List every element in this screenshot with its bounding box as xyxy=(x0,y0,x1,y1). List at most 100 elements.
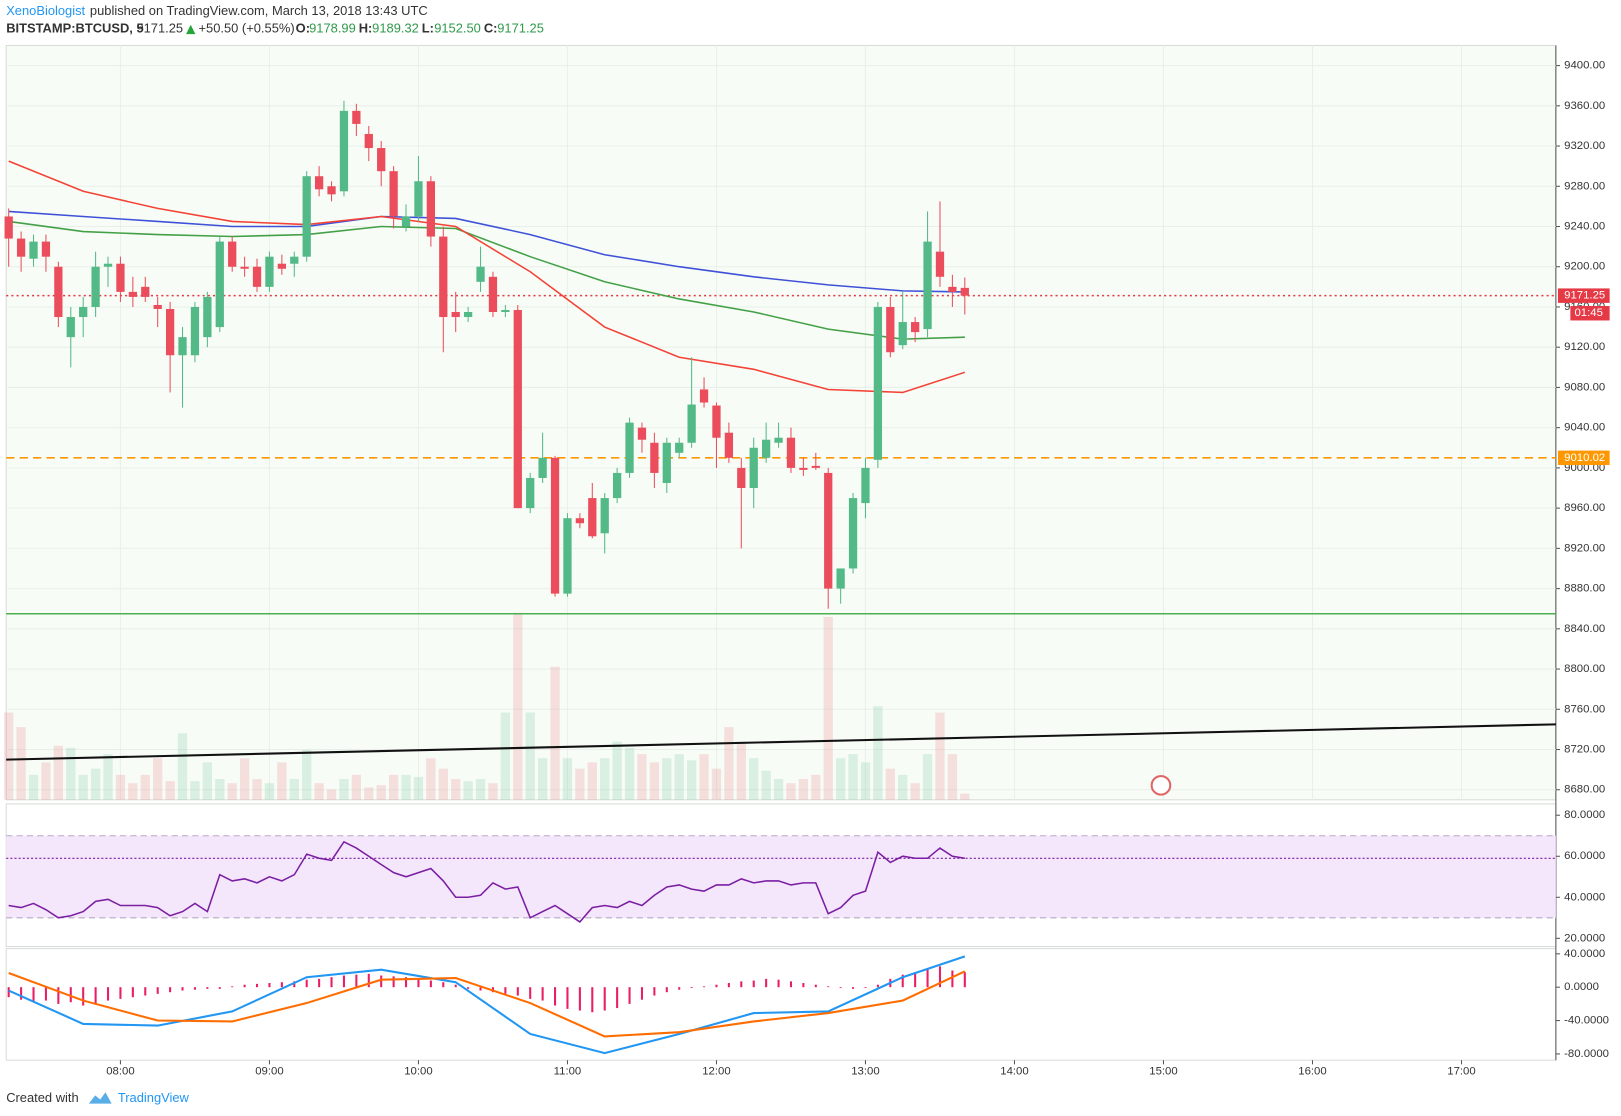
candle-body xyxy=(401,216,411,227)
macd-histogram xyxy=(342,975,345,988)
volume-bar xyxy=(463,781,473,800)
volume-bar xyxy=(364,787,374,800)
candle-body xyxy=(451,311,460,318)
candle-body xyxy=(463,311,473,318)
y-tick-label: 9080.00 xyxy=(1564,381,1605,393)
macd-histogram xyxy=(864,987,867,989)
macd-histogram xyxy=(852,987,855,989)
x-tick-label: 16:00 xyxy=(1298,1066,1326,1078)
volume-bar xyxy=(885,768,895,800)
candle-body xyxy=(352,110,361,124)
macd-histogram xyxy=(554,987,557,1006)
event-flag[interactable] xyxy=(1150,775,1172,796)
macd-histogram xyxy=(529,987,532,999)
rsi-band xyxy=(6,835,1556,918)
macd-histogram xyxy=(901,974,904,988)
macd-histogram xyxy=(243,984,246,988)
macd-histogram xyxy=(839,987,842,989)
candle-body xyxy=(898,322,907,346)
macd-histogram xyxy=(119,987,122,999)
y-tick-label: 9200.00 xyxy=(1564,261,1605,273)
macd-histogram xyxy=(218,987,221,989)
y-tick-label: 9240.00 xyxy=(1564,221,1605,233)
candle-body xyxy=(327,186,336,195)
volume-bar xyxy=(873,706,883,800)
volume-bar xyxy=(786,783,796,800)
candle-body xyxy=(103,263,113,267)
countdown-tag xyxy=(1570,305,1610,321)
volume-bar xyxy=(749,758,759,800)
y-tick-label: 20.0000 xyxy=(1564,932,1605,944)
x-tick-label: 09:00 xyxy=(255,1066,283,1078)
macd-histogram xyxy=(541,987,544,1001)
candle-body xyxy=(501,309,510,312)
macd-histogram xyxy=(231,986,234,988)
candle-body xyxy=(699,389,709,403)
volume-bar xyxy=(500,712,511,800)
volume-bar xyxy=(550,666,560,800)
brand[interactable]: TradingView xyxy=(118,1090,190,1105)
volume-bar xyxy=(637,754,647,800)
candle-body xyxy=(799,467,808,470)
price-tag xyxy=(1557,450,1610,466)
volume-bar xyxy=(413,776,424,800)
macd-histogram xyxy=(616,987,619,1009)
volume-bar xyxy=(66,747,76,800)
volume-bar xyxy=(153,758,163,800)
y-tick-label: 80.0000 xyxy=(1564,809,1605,821)
volume-bar xyxy=(215,779,225,800)
macd-histogram xyxy=(665,987,668,993)
macd-histogram xyxy=(429,980,432,988)
volume-bar xyxy=(835,758,846,800)
candle-body xyxy=(339,110,349,192)
macd-histogram xyxy=(653,987,656,996)
candle-body xyxy=(141,286,150,297)
volume-bar xyxy=(177,733,188,800)
x-tick-label: 12:00 xyxy=(702,1066,730,1078)
y-tick-label: 8680.00 xyxy=(1564,784,1605,796)
macd-histogram xyxy=(789,981,793,988)
macd-histogram xyxy=(777,979,780,988)
candle-body xyxy=(215,241,224,328)
volume-bar xyxy=(165,781,175,800)
volume-bar xyxy=(898,774,908,800)
candle-body xyxy=(824,472,833,589)
y-tick-label: 8960.00 xyxy=(1564,502,1605,514)
macd-histogram xyxy=(169,987,172,993)
y-tick-label: 9040.00 xyxy=(1564,422,1605,434)
candle-body xyxy=(513,309,522,509)
ohlc-value: 9189.32 xyxy=(372,20,419,35)
author[interactable]: XenoBiologist xyxy=(6,3,85,18)
candle-body xyxy=(675,442,684,453)
macd-histogram xyxy=(305,979,308,988)
candle-body xyxy=(54,266,63,318)
rsi-line xyxy=(8,840,965,923)
x-tick-label: 10:00 xyxy=(404,1066,432,1078)
candle-body xyxy=(563,518,572,594)
macd-histogram xyxy=(951,970,954,988)
brand-logo xyxy=(88,1092,112,1104)
macd-histogram xyxy=(727,983,730,988)
macd-histogram xyxy=(193,987,196,990)
macd-histogram xyxy=(380,975,383,988)
volume-bar xyxy=(525,712,535,800)
macd-histogram xyxy=(280,982,283,988)
macd-histogram xyxy=(268,983,271,988)
candle-body xyxy=(41,241,51,257)
y-tick-label: 60.0000 xyxy=(1564,850,1605,862)
signal-line xyxy=(8,970,966,1038)
macd-histogram xyxy=(603,987,606,1011)
candle-body xyxy=(314,176,324,190)
macd-histogram xyxy=(690,987,693,989)
volume-bar xyxy=(649,762,660,800)
volume-bar xyxy=(811,774,821,800)
candle-body xyxy=(923,241,932,330)
candle-body xyxy=(203,296,212,338)
candle-body xyxy=(637,427,647,440)
candle-body xyxy=(165,308,175,356)
macd-histogram xyxy=(206,987,209,989)
volume-bar xyxy=(401,774,411,800)
macd-pane xyxy=(5,948,1557,1061)
macd-histogram xyxy=(938,966,942,988)
candle-body xyxy=(66,317,75,338)
